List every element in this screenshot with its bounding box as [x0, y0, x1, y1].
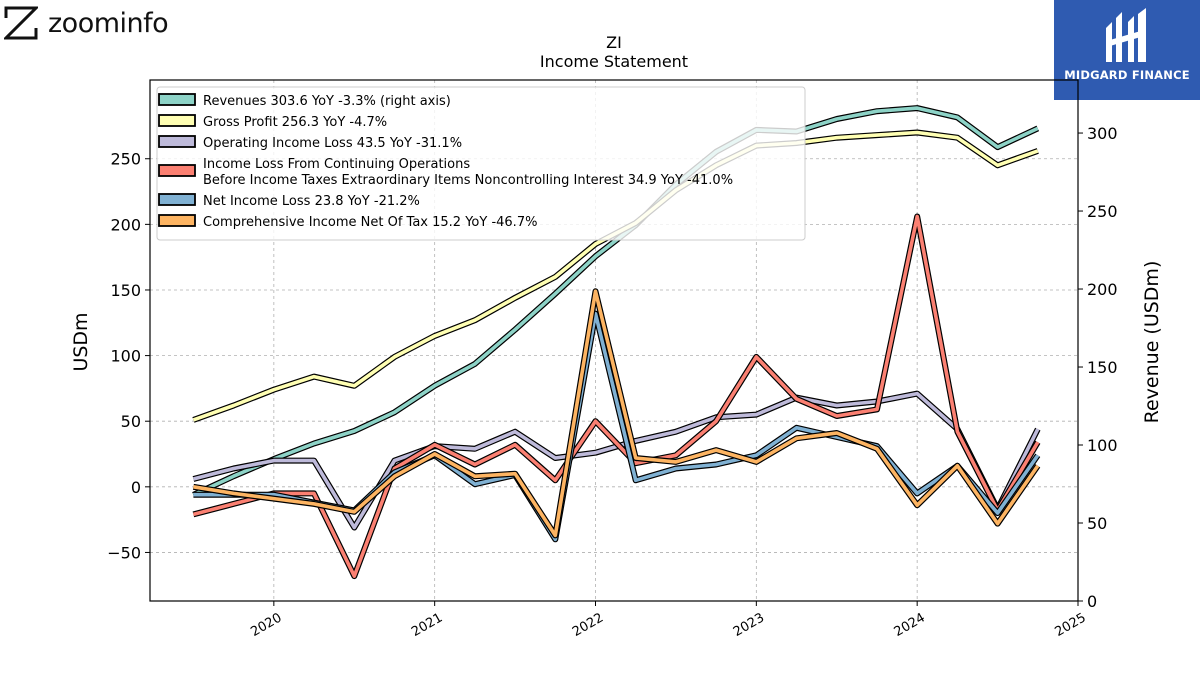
x-tick-label: 2025 [1053, 610, 1089, 640]
y-left-tick-label: 250 [110, 150, 141, 169]
series-stroke [192, 391, 1040, 530]
x-tick-label: 2022 [570, 610, 606, 640]
zoominfo-logo: zoominfo [4, 4, 169, 42]
x-tick-label: 2024 [892, 610, 928, 640]
y-axis-left-label: USDm [70, 312, 92, 371]
y-right-tick-label: 250 [1087, 202, 1118, 221]
legend-swatch-3 [158, 164, 196, 177]
y-left-tick-label: 100 [110, 347, 141, 366]
legend-label-3: Before Income Taxes Extraordinary Items … [203, 173, 733, 188]
x-tick-label: 2023 [731, 610, 767, 640]
series-stroke [193, 289, 1040, 538]
zoominfo-wordmark: zoominfo [48, 7, 169, 39]
y-left-tick-label: 150 [110, 281, 141, 300]
y-right-tick-label: 150 [1087, 358, 1118, 377]
series-3-line [192, 213, 1041, 580]
y-left-tick-label: −50 [107, 543, 141, 562]
legend-swatch-1 [158, 114, 196, 127]
legend-label-0: Revenues 303.6 YoY -3.3% (right axis) [203, 94, 451, 109]
y-left-tick-label: 200 [110, 215, 141, 234]
midgard-emblem-icon [1106, 8, 1146, 62]
chart-title: ZI [606, 33, 622, 52]
y-right-tick-label: 0 [1087, 592, 1097, 611]
series-5-line [192, 288, 1041, 539]
plot-frame [149, 79, 1079, 602]
legend-swatch-4 [158, 193, 196, 206]
y-left-tick-label: 0 [131, 478, 141, 497]
series-2-line [192, 390, 1041, 531]
chart-subtitle: Income Statement [540, 52, 688, 71]
midgard-finance-wordmark: MIDGARD FINANCE [1064, 68, 1190, 82]
y-right-tick-label: 300 [1087, 124, 1118, 143]
legend-label-2: Operating Income Loss 43.5 YoY -31.1% [203, 136, 462, 151]
legend-box [156, 86, 806, 241]
x-tick-label: 2020 [248, 610, 284, 640]
y-right-tick-label: 200 [1087, 280, 1118, 299]
x-tick-label: 2021 [409, 610, 445, 640]
series-stroke [192, 214, 1040, 578]
y-axis-right-label: Revenue (USDm) [1141, 261, 1163, 424]
legend-label-1: Gross Profit 256.3 YoY -4.7% [203, 115, 387, 130]
legend-swatch-2 [158, 135, 196, 148]
legend-label-5: Comprehensive Income Net Of Tax 15.2 YoY… [203, 215, 537, 230]
zoominfo-z-icon [4, 6, 38, 40]
series-0-line [192, 105, 1040, 498]
legend-swatch-0 [158, 93, 196, 106]
legend-swatch-5 [158, 214, 196, 227]
midgard-finance-logo: MIDGARD FINANCE [1054, 0, 1200, 100]
y-right-tick-label: 100 [1087, 436, 1118, 455]
legend-label-3: Income Loss From Continuing Operations [203, 157, 470, 172]
legend: Revenues 303.6 YoY -3.3% (right axis) Gro… [156, 86, 806, 241]
y-left-tick-label: 50 [121, 412, 141, 431]
y-right-tick-label: 50 [1087, 514, 1107, 533]
series-stroke [192, 106, 1039, 497]
legend-label-4: Net Income Loss 23.8 YoY -21.2% [203, 194, 420, 209]
